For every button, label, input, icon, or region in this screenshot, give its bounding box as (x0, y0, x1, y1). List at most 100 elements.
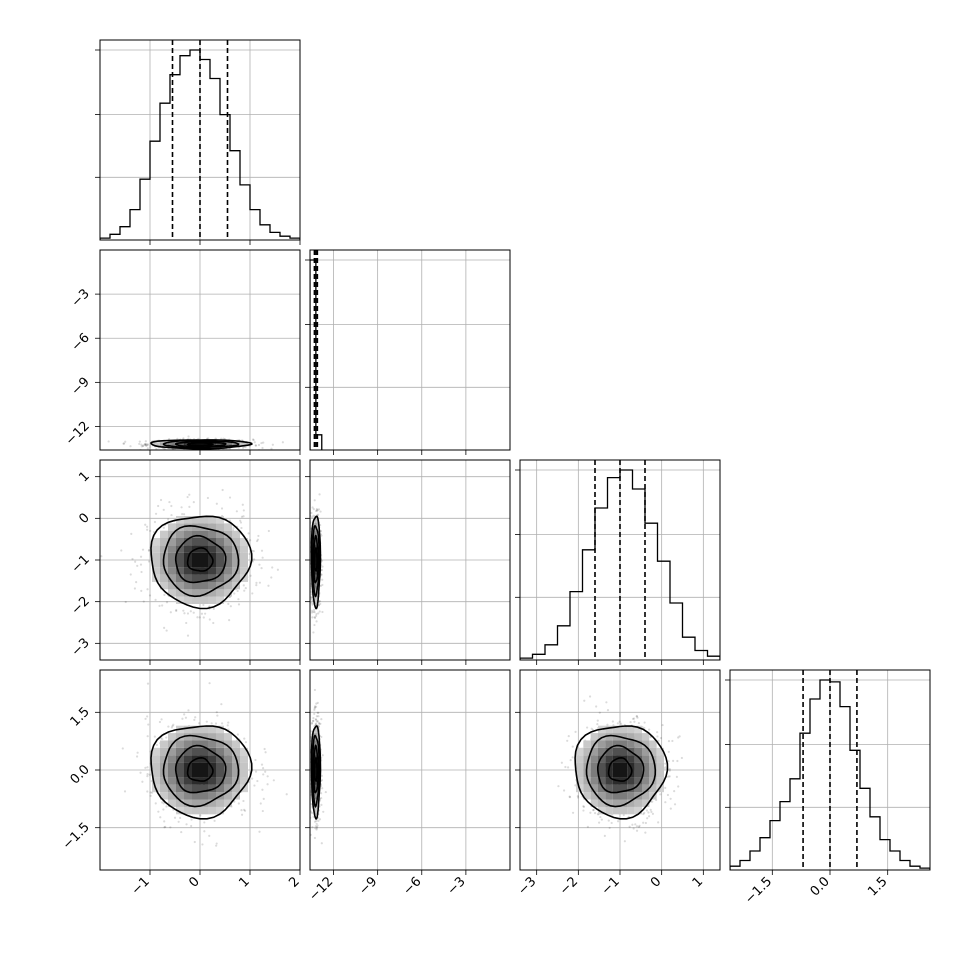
density-cell-p21 (315, 516, 316, 524)
contour-p30-1 (174, 744, 227, 794)
scatter-point-p30 (215, 844, 218, 847)
scatter-point-p20 (154, 598, 157, 601)
scatter-point-p20 (192, 501, 195, 504)
scatter-point-p32 (603, 834, 606, 837)
scatter-point-p32 (590, 727, 593, 730)
scatter-point-p20 (183, 612, 186, 615)
contour-p20-2 (162, 524, 240, 598)
density-cell-p20 (208, 567, 216, 575)
scatter-point-p30 (146, 790, 149, 793)
scatter-point-p20 (276, 568, 279, 571)
scatter-point-p20 (147, 549, 151, 552)
density-cell-p30 (160, 740, 168, 748)
scatter-point-p30 (185, 823, 188, 826)
scatter-point-p32 (571, 756, 574, 759)
scatter-point-p20 (237, 598, 240, 601)
density-cell-p31 (315, 792, 317, 800)
scatter-point-p32 (664, 766, 667, 769)
density-cell-p20 (184, 567, 192, 575)
density-cell-p31 (315, 806, 317, 815)
scatter-point-p30 (165, 736, 168, 739)
density-cell-p30 (208, 784, 216, 793)
scatter-point-p32 (649, 736, 652, 739)
scatter-point-p10 (270, 447, 273, 450)
scatter-point-p10 (163, 447, 167, 450)
scatter-point-p31 (311, 826, 314, 829)
panel-p10 (95, 249, 301, 455)
density-cell-p30 (216, 777, 224, 785)
density-cell-p20 (152, 560, 160, 568)
density-cell-p30 (200, 792, 208, 800)
scatter-point-p21 (310, 601, 313, 604)
scatter-point-p31 (313, 706, 317, 709)
density-cell-p20 (192, 530, 200, 538)
scatter-point-p32 (664, 762, 667, 765)
scatter-point-p32 (589, 811, 592, 814)
density-cell-p20 (176, 589, 184, 597)
density-cell-p21 (315, 582, 317, 590)
scatter-point-p10 (145, 443, 148, 446)
scatter-point-p20 (232, 526, 235, 530)
scatter-point-p32 (669, 797, 672, 800)
scatter-point-p30 (208, 834, 211, 837)
scatter-point-p32 (592, 809, 595, 812)
density-cell-p20 (192, 538, 200, 546)
scatter-point-p20 (149, 529, 152, 533)
density-cell-p30 (160, 784, 168, 793)
scatter-point-p30 (254, 770, 258, 773)
scatter-point-p31 (320, 796, 323, 800)
scatter-point-p10 (207, 437, 210, 440)
scatter-point-p32 (557, 785, 560, 788)
density-cell-p31 (315, 725, 317, 734)
density-cell-p21 (314, 530, 316, 538)
scatter-point-p20 (188, 505, 191, 509)
density-cell-p20 (200, 560, 208, 568)
scatter-point-p20 (124, 600, 127, 604)
panel-p20 (95, 459, 301, 665)
scatter-point-p21 (313, 611, 316, 614)
contour-p10-2 (162, 439, 240, 449)
scatter-point-p10 (144, 440, 147, 443)
scatter-point-p20 (256, 538, 260, 541)
scatter-point-p21 (307, 508, 309, 510)
density-cell-p21 (315, 574, 316, 582)
density-cell-p30 (184, 792, 192, 800)
scatter-point-p31 (320, 792, 323, 795)
density-cell-p30 (232, 762, 240, 770)
density-cell-p30 (208, 740, 216, 748)
scatter-point-p30 (243, 737, 246, 740)
scatter-point-p20 (145, 525, 149, 528)
scatter-point-p21 (311, 603, 314, 606)
density-cell-p31 (315, 747, 316, 756)
density-cell-p30 (192, 740, 200, 748)
scatter-point-p32 (635, 715, 639, 718)
panel-p32 (515, 669, 721, 875)
scatter-point-p20 (170, 513, 173, 517)
panel-p31 (305, 669, 511, 875)
scatter-point-p31 (320, 842, 323, 845)
scatter-point-p30 (183, 713, 186, 716)
scatter-point-p30 (262, 773, 265, 776)
density-cell-p10 (160, 442, 168, 443)
density-cell-p30 (176, 806, 184, 815)
scatter-point-p21 (315, 620, 318, 623)
scatter-point-p20 (247, 532, 250, 535)
scatter-point-p32 (651, 812, 655, 815)
scatter-point-p32 (668, 769, 671, 772)
scatter-point-p32 (659, 736, 663, 740)
scatter-point-p30 (169, 826, 172, 829)
scatter-point-p30 (263, 747, 266, 751)
scatter-point-p21 (315, 508, 318, 511)
scatter-point-p32 (574, 784, 577, 787)
scatter-point-p31 (316, 719, 319, 723)
density-cell-p30 (192, 770, 200, 778)
scatter-point-p32 (571, 811, 575, 814)
scatter-point-p32 (671, 759, 675, 762)
density-cell-p30 (240, 770, 248, 778)
density-cell-p20 (192, 574, 200, 582)
scatter-point-p31 (310, 810, 313, 813)
density-cell-p20 (176, 552, 184, 560)
scatter-point-p32 (606, 709, 610, 712)
contour-p20-3 (150, 515, 253, 610)
scatter-point-p21 (315, 612, 318, 616)
